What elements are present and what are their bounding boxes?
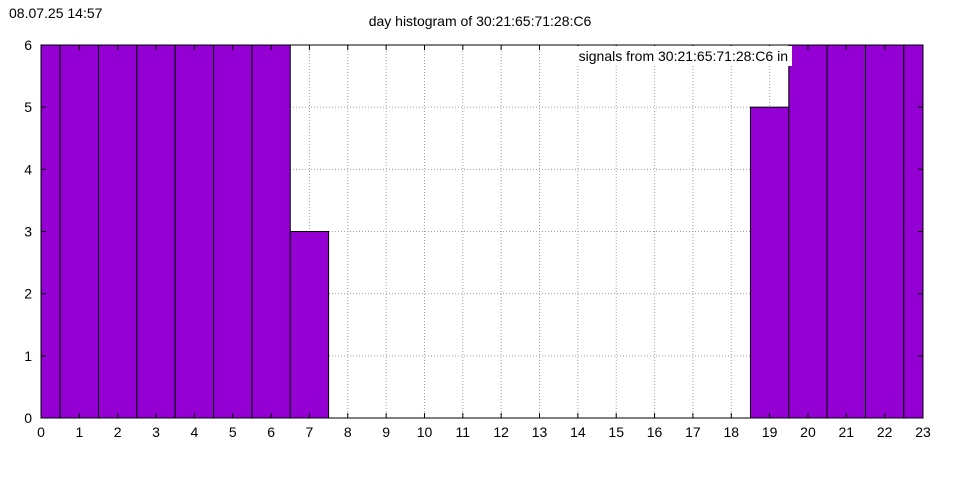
x-tick-label: 8	[344, 424, 352, 440]
x-tick-label: 14	[570, 424, 586, 440]
x-tick-label: 13	[532, 424, 548, 440]
y-tick-label: 4	[24, 161, 32, 177]
y-tick-label: 2	[24, 286, 32, 302]
bar-hour-3	[136, 44, 176, 419]
x-tick-label: 3	[152, 424, 160, 440]
x-tick-label: 20	[800, 424, 816, 440]
legend-label: signals from 30:21:65:71:28:C6 in	[579, 48, 788, 64]
legend-background	[548, 46, 792, 66]
x-tick-label: 12	[493, 424, 509, 440]
y-tick-label: 3	[24, 224, 32, 240]
x-tick-label: 22	[877, 424, 893, 440]
bar-hour-4	[174, 44, 215, 419]
x-tick-label: 7	[306, 424, 314, 440]
x-tick-label: 4	[190, 424, 198, 440]
timestamp: 08.07.25 14:57	[9, 5, 103, 21]
bar-hour-2	[98, 44, 138, 419]
bar-hour-19	[749, 106, 790, 419]
y-tick-label: 0	[24, 410, 32, 426]
bar-hour-5	[213, 44, 253, 419]
bar-hour-1	[59, 44, 100, 419]
x-tick-label: 1	[75, 424, 83, 440]
x-tick-label: 17	[685, 424, 701, 440]
x-tick-label: 6	[267, 424, 275, 440]
y-tick-label: 1	[24, 348, 32, 364]
bar-hour-21	[826, 44, 866, 419]
x-tick-label: 10	[417, 424, 433, 440]
x-tick-label: 9	[382, 424, 390, 440]
bar-hour-22	[864, 44, 905, 419]
x-tick-label: 19	[762, 424, 778, 440]
x-tick-label: 0	[37, 424, 45, 440]
x-tick-label: 15	[608, 424, 624, 440]
x-tick-label: 21	[839, 424, 855, 440]
bar-hour-20	[788, 44, 828, 419]
bar-hour-7	[289, 231, 330, 419]
legend: signals from 30:21:65:71:28:C6 in	[548, 46, 792, 66]
x-tick-label: 23	[915, 424, 931, 440]
x-tick-label: 16	[647, 424, 663, 440]
y-tick-label: 5	[24, 99, 32, 115]
x-tick-label: 5	[229, 424, 237, 440]
x-tick-label: 2	[114, 424, 122, 440]
chart-title: day histogram of 30:21:65:71:28:C6	[368, 13, 592, 29]
x-tick-label: 11	[456, 424, 471, 440]
bar-hour-6	[251, 44, 291, 419]
x-tick-label: 18	[723, 424, 739, 440]
y-tick-label: 6	[24, 37, 32, 53]
